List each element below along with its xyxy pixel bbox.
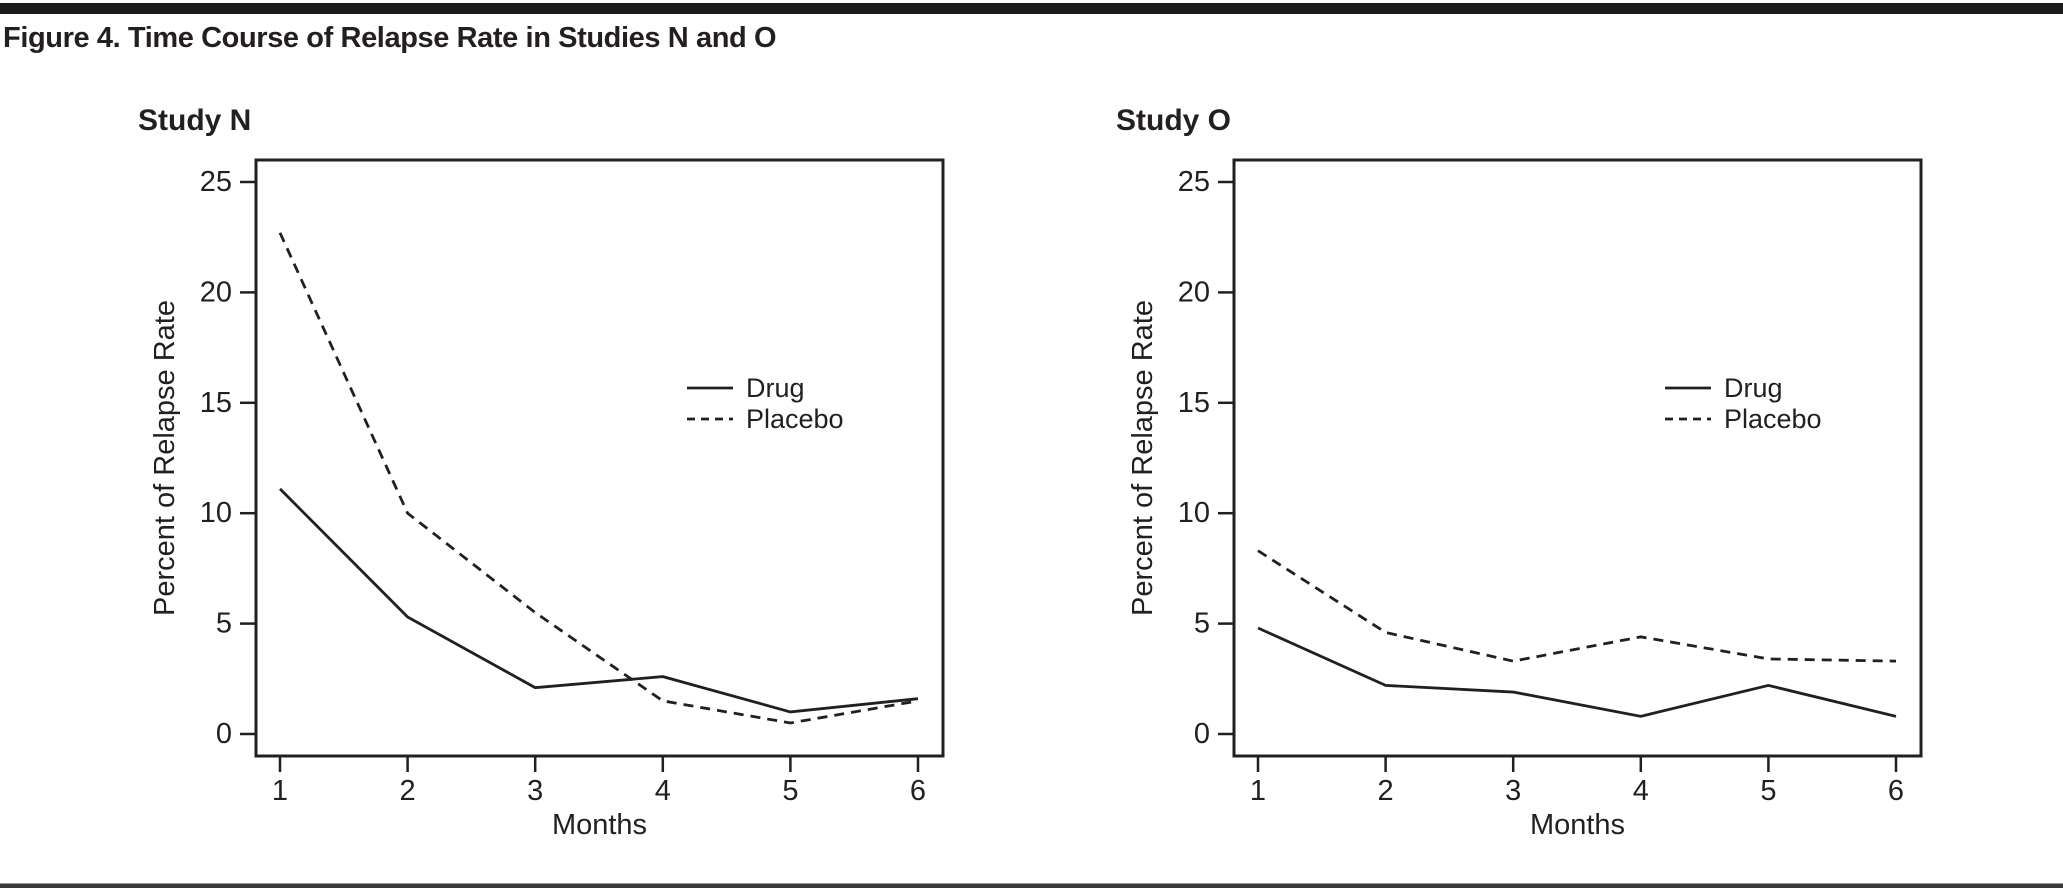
x-tick-label: 5 xyxy=(782,775,798,807)
x-tick-label: 4 xyxy=(655,775,671,807)
x-tick-label: 1 xyxy=(272,775,288,807)
y-tick-label: 0 xyxy=(216,718,232,750)
x-axis-title: Months xyxy=(1530,809,1625,841)
y-tick-label: 20 xyxy=(200,276,232,308)
y-tick-label: 10 xyxy=(1178,497,1210,529)
chart-title-study-n: Study N xyxy=(138,104,251,137)
y-tick-label: 0 xyxy=(1194,718,1210,750)
x-tick-label: 2 xyxy=(1378,775,1394,807)
y-tick-label: 25 xyxy=(200,166,232,198)
y-tick-label: 25 xyxy=(1178,166,1210,198)
x-axis-title: Months xyxy=(552,809,647,841)
series-line-drug xyxy=(279,487,919,714)
legend-label-placebo: Placebo xyxy=(746,404,844,434)
x-tick-label: 6 xyxy=(1888,775,1904,807)
chart-study-n: Study N 0 5 10 15 20 25 1 2 3 4 5 6 Months Percent of … xyxy=(138,104,945,841)
legend-label-placebo: Placebo xyxy=(1724,404,1822,434)
axis-box xyxy=(254,158,945,758)
top-rule-bar xyxy=(0,3,2063,14)
y-tick-label: 15 xyxy=(200,387,232,419)
series-line-placebo xyxy=(1257,549,1897,663)
y-tick-label: 5 xyxy=(216,608,232,640)
y-tick-label: 20 xyxy=(1178,276,1210,308)
figure-title: Figure 4. Time Course of Relapse Rate in… xyxy=(3,22,777,54)
legend-label-drug: Drug xyxy=(746,373,805,403)
x-tick-label: 3 xyxy=(1505,775,1521,807)
x-tick-label: 6 xyxy=(910,775,926,807)
axis-box xyxy=(1232,158,1923,758)
chart-title-study-o: Study O xyxy=(1116,104,1231,137)
bottom-rule-bar xyxy=(0,883,2063,888)
y-tick-label: 5 xyxy=(1194,608,1210,640)
x-tick-label: 3 xyxy=(527,775,543,807)
y-tick-label: 15 xyxy=(1178,387,1210,419)
chart-study-o: Study O 0 5 10 15 20 25 1 2 3 4 5 6 Months Percent of … xyxy=(1116,104,1923,841)
x-tick-label: 2 xyxy=(400,775,416,807)
y-tick-label: 10 xyxy=(200,497,232,529)
y-axis-title: Percent of Relapse Rate xyxy=(149,300,181,616)
x-tick-label: 1 xyxy=(1250,775,1266,807)
x-tick-label: 5 xyxy=(1760,775,1776,807)
series-line-drug xyxy=(1257,626,1897,718)
x-tick-label: 4 xyxy=(1633,775,1649,807)
legend-label-drug: Drug xyxy=(1724,373,1783,403)
y-axis-title: Percent of Relapse Rate xyxy=(1127,300,1159,616)
series-line-placebo xyxy=(278,232,919,725)
